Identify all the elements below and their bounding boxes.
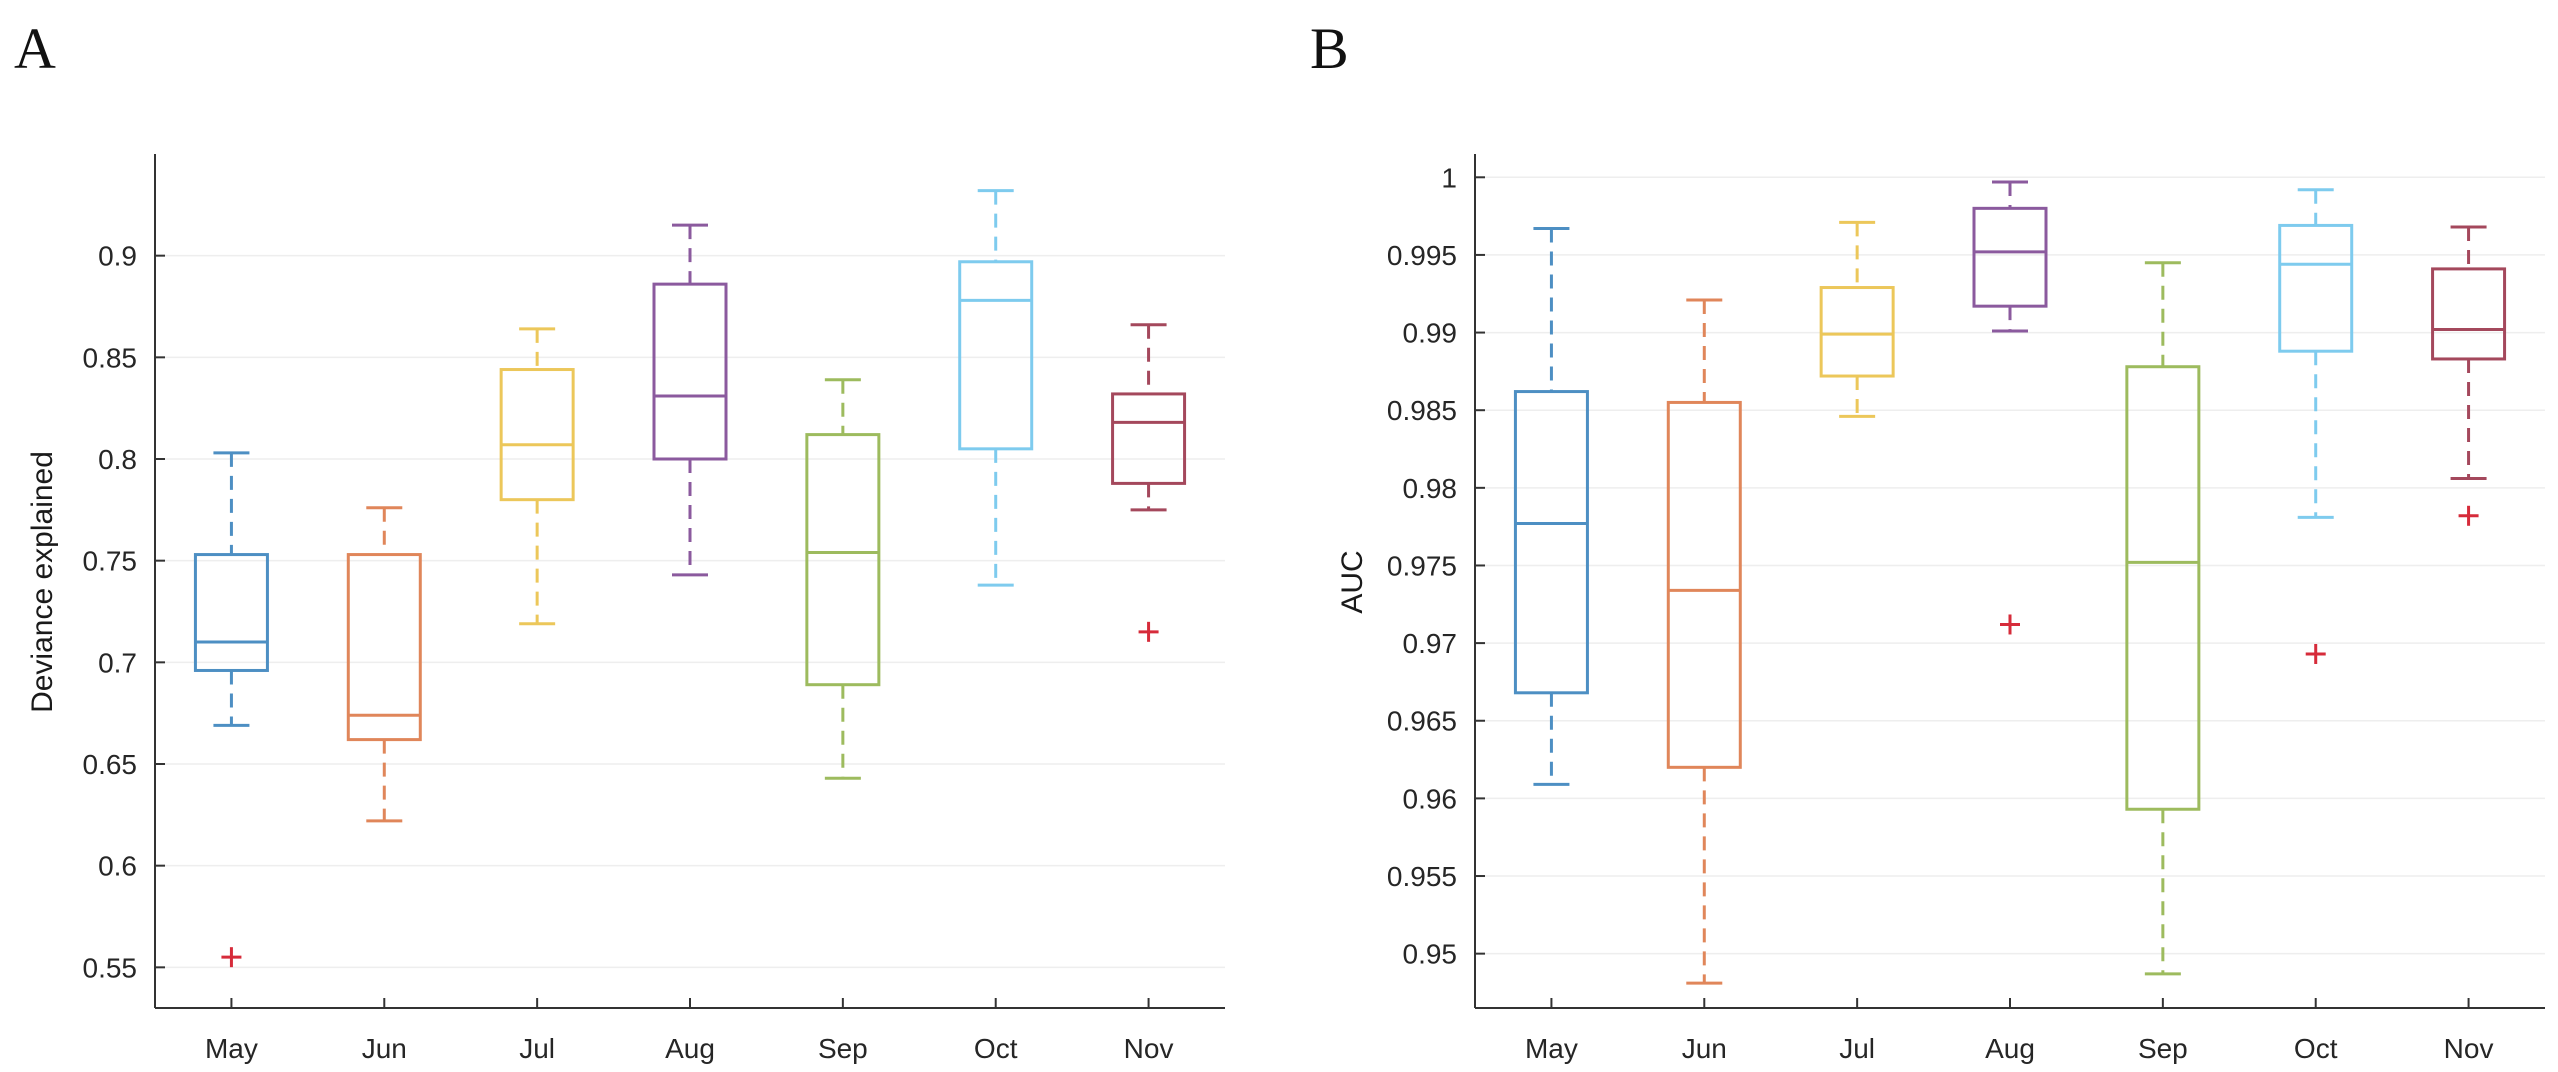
x-tick-label: Nov (1124, 1033, 1174, 1064)
y-tick-label: 0.995 (1387, 240, 1457, 271)
y-tick-label: 0.98 (1403, 473, 1458, 504)
iqr-box (958, 260, 1034, 451)
y-tick-label: 0.99 (1403, 318, 1458, 349)
box-jul (499, 327, 575, 626)
box-sep (2125, 261, 2201, 976)
x-tick-label: Oct (974, 1033, 1018, 1064)
y-tick-label: 0.975 (1387, 550, 1457, 581)
box-nov (1111, 323, 1187, 642)
x-tick-label: Jul (1839, 1033, 1875, 1064)
y-tick-label: 0.95 (1403, 939, 1458, 970)
x-tick-label: Nov (2444, 1033, 2494, 1064)
box-nov (2431, 225, 2507, 526)
x-tick-label: May (1525, 1033, 1578, 1064)
box-aug (652, 223, 728, 577)
iqr-box (499, 368, 575, 502)
y-tick-label: 0.965 (1387, 706, 1457, 737)
box-aug (1972, 180, 2048, 635)
box-oct (2278, 188, 2354, 664)
iqr-box (1666, 400, 1742, 769)
iqr-box (1111, 392, 1187, 485)
y-tick-label: 0.7 (98, 647, 137, 678)
box-jun (346, 506, 422, 823)
iqr-box (805, 433, 881, 687)
outlier-marker (2458, 505, 2479, 526)
iqr-box (1513, 390, 1589, 695)
x-tick-label: Jun (362, 1033, 407, 1064)
y-tick-label: 0.75 (83, 546, 138, 577)
x-tick-label: Jul (519, 1033, 555, 1064)
iqr-box (1972, 206, 2048, 308)
y-axis-title-b: AUC (1336, 550, 1369, 613)
panel-label-a: A (14, 16, 56, 81)
x-tick-label: Aug (1985, 1033, 2035, 1064)
panel-a: A Deviance explained 0.55 0.6 0.65 0.7 0.75 0… (14, 16, 1225, 1064)
x-tick-label: Jun (1682, 1033, 1727, 1064)
box-oct (958, 189, 1034, 587)
outlier-marker (2000, 614, 2020, 635)
x-tick-label: Sep (2138, 1033, 2188, 1064)
iqr-box (652, 282, 728, 461)
y-tick-label: 1 (1441, 162, 1457, 193)
box-may (193, 451, 269, 968)
y-tick-label: 0.97 (1403, 628, 1458, 659)
iqr-box (346, 553, 422, 742)
outlier-marker (1138, 621, 1159, 642)
x-tick-label: May (205, 1033, 258, 1064)
box-may (1513, 227, 1589, 786)
y-axis-title-a: Deviance explained (26, 451, 59, 713)
x-tick-label: Oct (2294, 1033, 2338, 1064)
panel-b: B AUC 0.95 0.955 0.96 0.965 0.97 0.975 0.98 0.9… (1310, 16, 2545, 1064)
y-tick-label: 0.9 (98, 241, 137, 272)
outlier-marker (221, 947, 242, 968)
x-tick-label: Sep (818, 1033, 868, 1064)
outlier-marker (2305, 643, 2326, 664)
box-jul (1819, 220, 1895, 418)
x-tick-label: Aug (665, 1033, 715, 1064)
y-tick-label: 0.85 (83, 342, 138, 373)
y-tick-label: 0.985 (1387, 395, 1457, 426)
iqr-box (2125, 365, 2201, 811)
y-tick-label: 0.96 (1403, 783, 1458, 814)
iqr-box (2278, 223, 2354, 353)
y-tick-label: 0.55 (83, 952, 138, 983)
box-sep (805, 378, 881, 780)
iqr-box (2431, 267, 2507, 361)
box-jun (1666, 298, 1742, 985)
iqr-box (1819, 286, 1895, 378)
y-tick-label: 0.8 (98, 444, 137, 475)
y-tick-label: 0.955 (1387, 861, 1457, 892)
iqr-box (193, 553, 269, 672)
y-tick-label: 0.65 (83, 749, 138, 780)
y-tick-label: 0.6 (98, 851, 137, 882)
panel-label-b: B (1310, 16, 1349, 81)
